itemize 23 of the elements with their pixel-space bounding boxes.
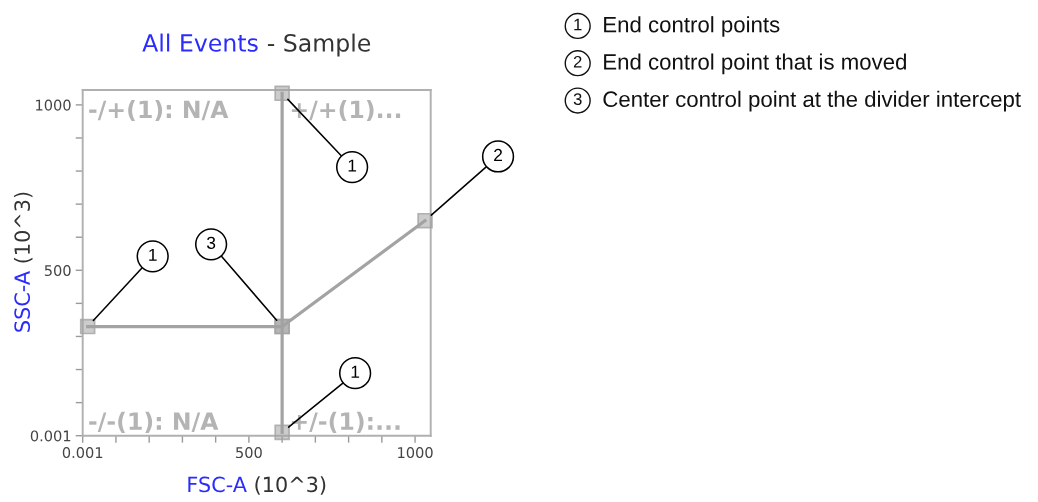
chart-title: All Events - Sample (142, 33, 371, 57)
annotation: 2 (494, 148, 503, 161)
y-tick-label: 500 (44, 265, 71, 277)
annotation: 3 (206, 236, 216, 249)
x-axis-title: FSC-A (10^3) (188, 476, 326, 495)
y-axis-title: SSC-A (10^3) (13, 192, 33, 332)
annotation: -/+(1): N/A (89, 100, 229, 122)
y-tick-label: 0.001 (30, 430, 71, 442)
x-tick-label: 1000 (398, 447, 433, 459)
annotation: +/-(1):... (291, 411, 400, 433)
x-tick-label: 500 (236, 447, 262, 459)
text: 3 (573, 93, 582, 105)
y-tick-label: 1000 (36, 99, 71, 111)
annotation: -/-(1): N/A (89, 411, 219, 433)
annotation: 1 (351, 365, 360, 378)
text: End control points (604, 16, 780, 37)
text: 2 (573, 55, 582, 68)
text: 1 (574, 18, 582, 31)
annotation: 1 (348, 159, 357, 172)
x-tick-label: 0.001 (62, 447, 103, 459)
text: Center control point at the divider intercept (603, 90, 1021, 112)
text: End control point that is moved (604, 53, 906, 75)
annotation: 1 (149, 248, 157, 261)
